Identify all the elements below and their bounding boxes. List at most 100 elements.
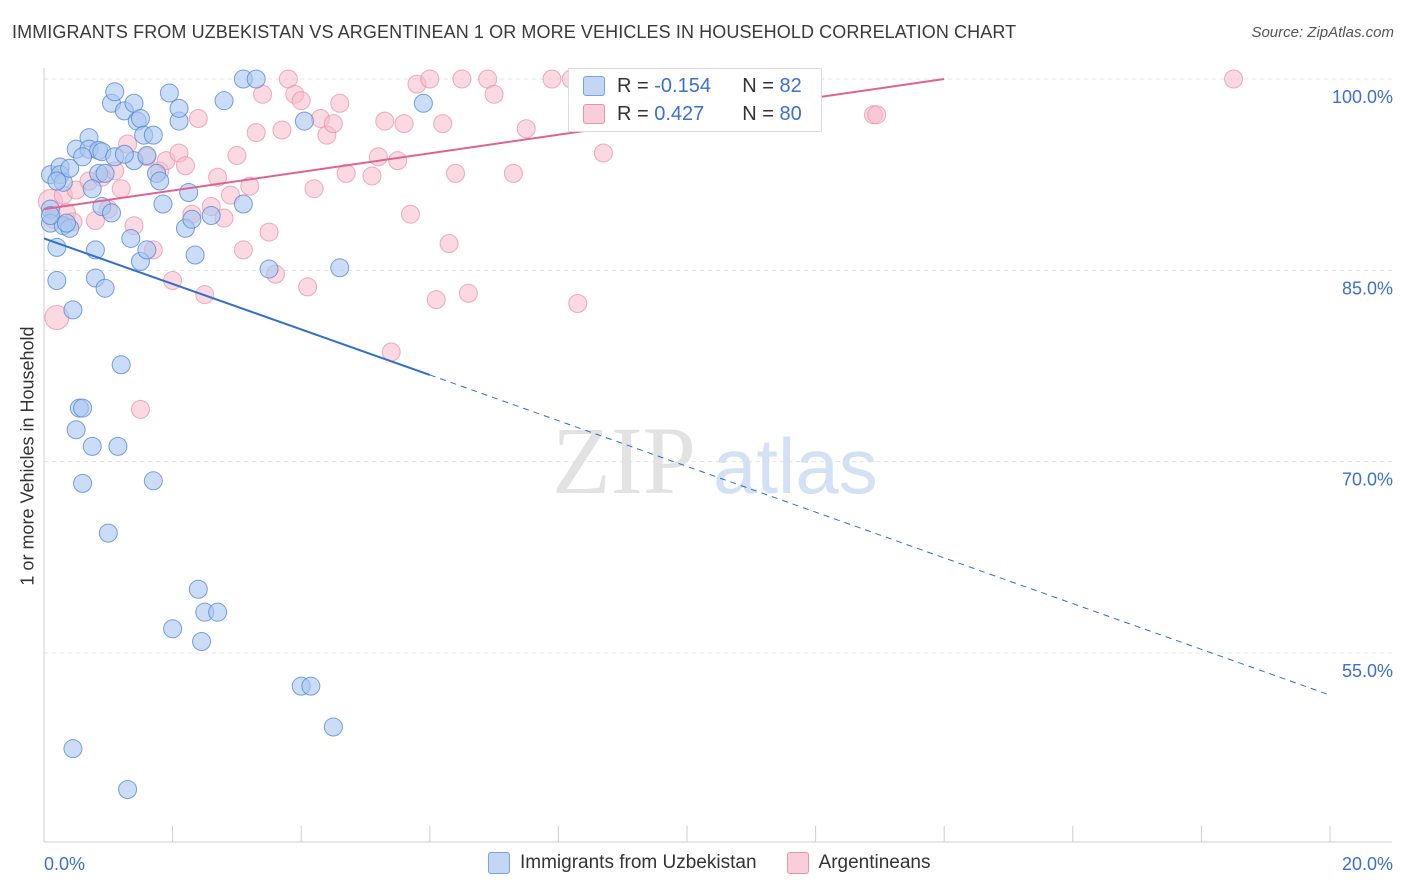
chart-title: IMMIGRANTS FROM UZBEKISTAN VS ARGENTINEA… <box>12 22 1017 42</box>
argentineans-point <box>401 204 421 224</box>
argentineans-point <box>175 156 195 176</box>
argentineans-point <box>542 69 562 89</box>
x-tick-label: 0.0% <box>44 854 85 874</box>
tick-labels: 100.0% 85.0% 70.0% 55.0% 0.0% 20.0% <box>44 87 1393 874</box>
argentineans-point <box>240 176 260 196</box>
uzbekistan-point <box>330 258 350 278</box>
legend-r-value: -0.154 <box>654 74 711 97</box>
uzbekistan-point <box>153 194 173 214</box>
y-axis-label: 1 or more Vehicles in Household <box>17 326 38 586</box>
uzbekistan-point <box>82 179 102 199</box>
uzbekistan-point <box>179 183 199 203</box>
legend-n-value: 80 <box>779 102 802 125</box>
series-swatch-pink <box>786 852 809 874</box>
argentineans-point <box>227 146 247 166</box>
uzbekistan-point <box>182 209 202 229</box>
y-tick-label: 55.0% <box>1342 661 1393 681</box>
uzbekistan-point <box>150 171 170 191</box>
uzbekistan-point <box>105 82 125 102</box>
legend-swatch-blue <box>583 76 605 96</box>
legend-r-label: R = <box>617 102 655 125</box>
legend-n-value: 82 <box>779 74 802 97</box>
uzbekistan-point <box>57 213 77 233</box>
legend-row-argentineans: R = 0.427 N = 80 <box>583 102 802 126</box>
uzbekistan-point <box>63 300 83 320</box>
uzbekistan-point <box>108 436 128 456</box>
series-swatch-blue <box>488 852 510 874</box>
argentineans-point <box>375 111 395 131</box>
uzbekistan-point <box>73 398 93 418</box>
uzbekistan-point <box>66 420 86 440</box>
series-name-argentineans: Argentineans <box>818 852 931 873</box>
uzbekistan-point <box>40 205 60 225</box>
trend-layer <box>43 78 1331 696</box>
argentineans-point <box>446 163 466 183</box>
uzbekistan-point <box>73 473 93 493</box>
argentineans-point <box>458 283 478 303</box>
uzbekistan-point <box>47 171 67 191</box>
uzbekistan-point <box>47 237 67 257</box>
uzbekistan-point <box>169 98 189 118</box>
uzbekistan-point <box>95 278 115 298</box>
uzbekistan-point <box>137 146 157 166</box>
argentineans-point <box>503 163 523 183</box>
argentineans-point <box>394 114 414 134</box>
uzbekistan-point <box>163 619 183 639</box>
argentineans-point <box>388 151 408 171</box>
argentineans-point <box>330 93 350 113</box>
argentineans-point <box>420 69 440 89</box>
uzbekistan-point <box>214 91 234 111</box>
argentineans-point <box>259 222 279 242</box>
legend-r-value: 0.427 <box>654 102 705 125</box>
uzbekistan-point <box>98 523 118 543</box>
source-credit: Source: ZipAtlas.com <box>1251 24 1394 41</box>
uzbekistan-point <box>159 83 179 103</box>
uzbekistan-point <box>102 203 122 223</box>
series-legend-argentineans[interactable]: Argentineans <box>786 852 931 874</box>
uzbekistan-point <box>143 471 163 491</box>
uzbekistan-point <box>82 436 102 456</box>
argentineans-point <box>484 84 504 104</box>
uzbekistan-point <box>118 779 138 799</box>
uzbekistan-point <box>259 259 279 279</box>
argentineans-point <box>336 163 356 183</box>
argentineans-point <box>439 234 459 254</box>
uzbekistan-point <box>111 355 131 375</box>
axis-layer <box>43 68 1392 843</box>
series-name-uzbekistan: Immigrants from Uzbekistan <box>520 852 757 873</box>
uzbekistan-point <box>301 676 321 696</box>
uzbekistan-point <box>201 205 221 225</box>
argentineans-point <box>246 123 266 143</box>
watermark: ZIP atlas <box>552 407 878 514</box>
argentineans-point <box>362 166 382 186</box>
argentineans-point <box>433 114 453 134</box>
uzbekistan-point <box>208 602 228 622</box>
uzbekistan-point <box>73 147 93 167</box>
watermark-zip: ZIP <box>552 407 696 514</box>
series-legend-uzbekistan[interactable]: Immigrants from Uzbekistan <box>488 852 757 874</box>
uzbekistan-point <box>323 717 343 737</box>
argentineans-point <box>188 109 208 129</box>
argentineans-point <box>208 167 228 187</box>
uzbekistan-point <box>130 109 150 129</box>
watermark-atlas: atlas <box>713 422 878 510</box>
argentineans-point <box>298 277 318 297</box>
argentineans-point <box>130 399 150 419</box>
uzbekistan-point <box>114 144 134 164</box>
uzbekistan-point <box>95 163 115 183</box>
argentineans-point <box>568 293 588 313</box>
legend-row-uzbekistan: R = -0.154 N = 82 <box>583 74 802 98</box>
y-tick-label: 100.0% <box>1332 87 1393 107</box>
uzbekistan-point <box>413 93 433 113</box>
argentineans-point <box>452 69 472 89</box>
uzbekistan-point <box>60 158 80 178</box>
y-tick-label: 85.0% <box>1342 278 1393 298</box>
argentineans-point <box>368 147 388 167</box>
uzbekistan-point <box>137 240 157 260</box>
series-legend: Immigrants from Uzbekistan Argentineans <box>488 852 960 874</box>
uzbekistan-point <box>294 111 314 131</box>
argentineans-point <box>593 143 613 163</box>
argentineans-point <box>1224 69 1244 89</box>
grid-layer <box>44 78 1392 654</box>
